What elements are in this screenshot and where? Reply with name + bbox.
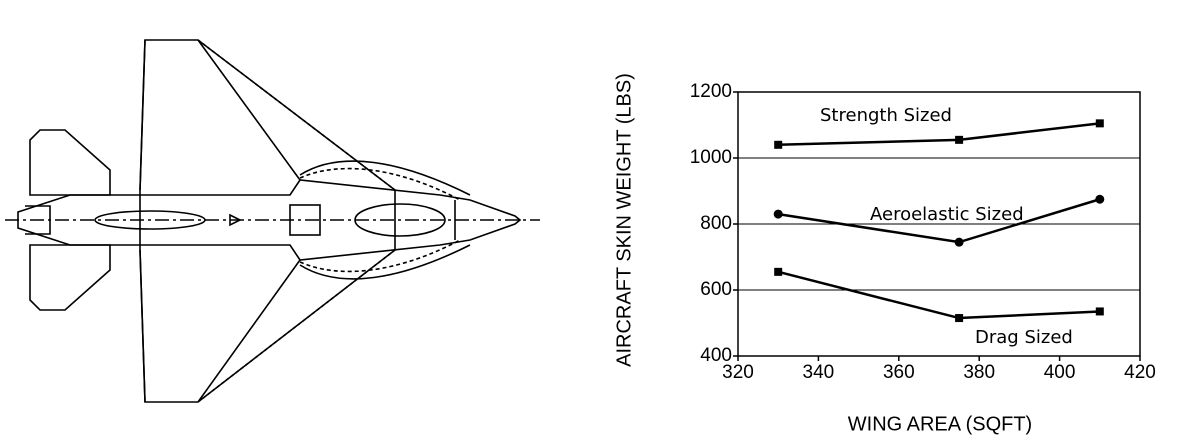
y-tick-label: 800 [700,213,732,234]
point [1095,194,1105,204]
series-label: Drag Sized [975,327,1073,348]
y-tick-label: 600 [700,279,732,300]
point [954,237,964,247]
y-tick-label: 1000 [690,147,732,168]
x-tick-label: 360 [883,362,915,383]
x-tick-label: 400 [1044,362,1076,383]
point [1095,119,1104,128]
aircraft-drawing [5,39,540,403]
x-tick-label: 320 [722,362,754,383]
series-line [778,122,1100,147]
point [773,209,783,219]
point [955,314,964,323]
point [774,267,783,276]
series-label: Strength Sized [820,105,952,126]
y-axis-label: AIRCRAFT SKIN WEIGHT (LBS) [613,73,635,367]
series-label: Aeroelastic Sized [870,204,1024,225]
x-tick-label: 340 [803,362,835,383]
y-tick-label: 400 [700,345,732,366]
point [955,135,964,144]
point [774,140,783,149]
point [1095,307,1104,316]
x-tick-label: 380 [963,362,995,383]
series-line [777,270,1100,320]
y-tick-label: 1200 [690,81,732,102]
x-axis-label: WING AREA (SQFT) [848,413,1032,435]
x-tick-label: 420 [1124,362,1156,383]
